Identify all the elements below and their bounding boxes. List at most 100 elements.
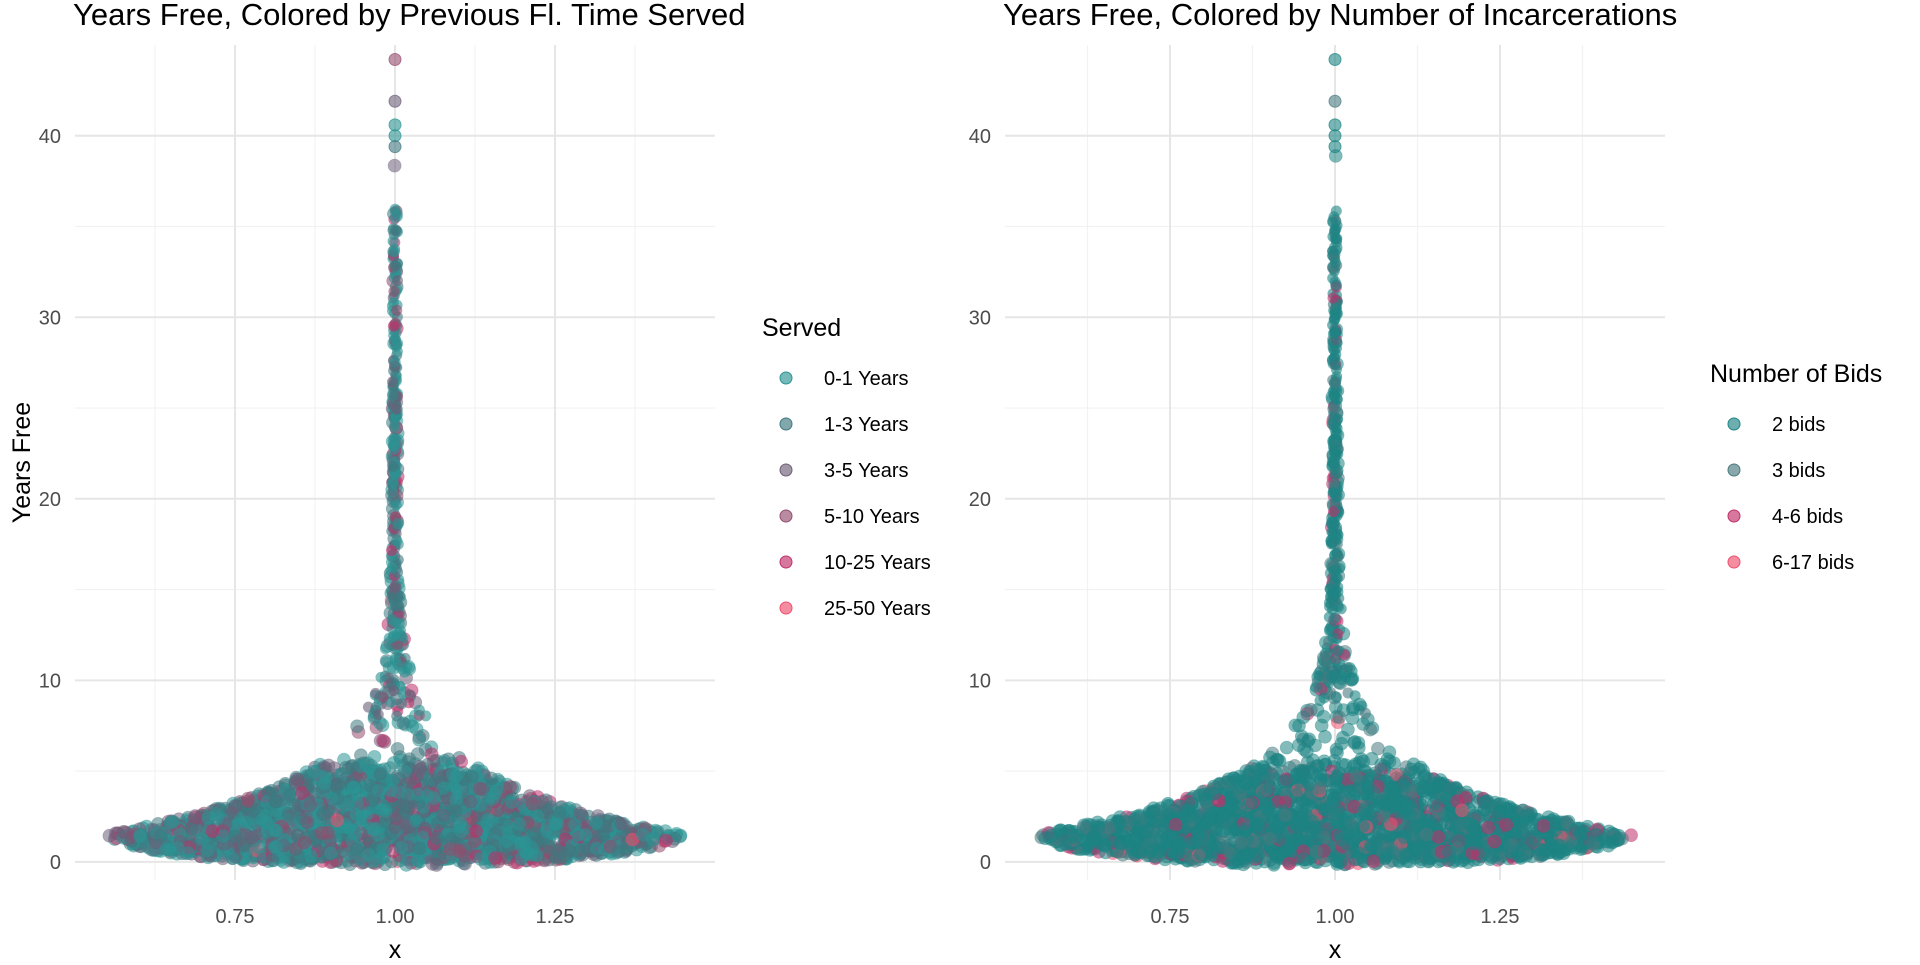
- scatter-point: [160, 843, 173, 856]
- scatter-point: [410, 723, 423, 736]
- scatter-point: [559, 849, 572, 862]
- x-tick-label: 0.75: [216, 906, 255, 928]
- scatter-point: [392, 338, 403, 349]
- legend-key: [780, 510, 792, 522]
- y-tick-label: 40: [39, 126, 61, 148]
- scatter-point: [526, 797, 539, 810]
- scatter-point: [381, 656, 392, 667]
- scatter-point: [387, 562, 398, 573]
- scatter-point: [579, 829, 592, 842]
- scatter-point: [185, 823, 198, 836]
- scatter-point: [455, 755, 468, 768]
- x-tick-label: 1.00: [376, 906, 415, 928]
- scatter-point: [233, 816, 246, 829]
- legend-key: [780, 556, 792, 568]
- chart-title: Years Free, Colored by Previous Fl. Time…: [73, 0, 746, 32]
- scatter-point: [388, 685, 399, 696]
- scatter-point: [182, 847, 195, 860]
- scatter-point: [513, 818, 526, 831]
- scatter-point: [293, 850, 306, 863]
- scatter-point: [590, 817, 603, 830]
- scatter-point: [1355, 753, 1368, 766]
- legend-label: 25-50 Years: [824, 598, 931, 620]
- scatter-point-top: [389, 95, 401, 107]
- scatter-point: [500, 835, 513, 848]
- scatter-point: [370, 688, 381, 699]
- scatter-point: [397, 798, 410, 811]
- scatter-point: [388, 461, 399, 472]
- scatter-point: [388, 159, 401, 172]
- scatter-point: [539, 794, 552, 807]
- legend-label: 3-5 Years: [824, 460, 909, 482]
- scatter-point: [392, 593, 403, 604]
- scatter-point: [237, 839, 250, 852]
- scatter-point: [489, 852, 502, 865]
- scatter-point: [389, 582, 400, 593]
- scatter-point: [389, 421, 400, 432]
- scatter-points: [1035, 54, 1638, 872]
- scatter-point: [1304, 703, 1317, 716]
- scatter-point: [103, 829, 116, 842]
- scatter-point: [660, 834, 673, 847]
- scatter-point: [476, 783, 489, 796]
- scatter-point: [399, 667, 410, 678]
- scatter-point: [304, 850, 317, 863]
- scatter-point: [352, 788, 365, 801]
- scatter-point: [189, 810, 202, 823]
- x-axis-label: x: [389, 936, 402, 960]
- scatter-point: [430, 859, 443, 872]
- scatter-point: [283, 788, 296, 801]
- scatter-point: [395, 842, 408, 855]
- scatter-point: [315, 827, 328, 840]
- scatter-point: [308, 765, 321, 778]
- scatter-point: [298, 836, 311, 849]
- scatter-point: [449, 770, 462, 783]
- scatter-point: [394, 618, 405, 629]
- scatter-point: [590, 842, 603, 855]
- scatter-point: [201, 844, 214, 857]
- scatter-point: [386, 545, 397, 556]
- scatter-point: [304, 799, 317, 812]
- scatter-point: [359, 758, 372, 771]
- legend-key: [780, 418, 792, 430]
- scatter-point: [392, 275, 403, 286]
- scatter-point: [377, 734, 390, 747]
- scatter-point: [400, 858, 413, 871]
- scatter-point: [391, 499, 402, 510]
- scatter-point: [504, 780, 517, 793]
- scatter-point: [387, 487, 398, 498]
- scatter-point: [1331, 746, 1344, 759]
- scatter-point-top: [389, 130, 401, 142]
- scatter-point: [431, 817, 444, 830]
- scatter-point: [325, 847, 338, 860]
- scatter-point: [387, 376, 398, 387]
- scatter-point: [282, 807, 295, 820]
- scatter-point: [241, 795, 254, 808]
- scatter-point: [597, 828, 610, 841]
- scatter-point: [612, 845, 625, 858]
- scatter-point: [206, 825, 219, 838]
- scatter-point: [491, 804, 504, 817]
- scatter-point: [390, 213, 401, 224]
- scatter-point: [470, 825, 483, 838]
- scatter-point: [453, 845, 466, 858]
- scatter-point: [296, 787, 309, 800]
- scatter-point: [386, 774, 399, 787]
- scatter-point: [427, 755, 440, 768]
- scatter-point: [317, 807, 330, 820]
- y-tick-label: 20: [39, 489, 61, 511]
- scatter-point: [647, 833, 660, 846]
- scatter-point: [421, 789, 434, 802]
- scatter-point: [301, 816, 314, 829]
- scatter-point: [373, 709, 384, 720]
- scatter-point: [331, 814, 344, 827]
- scatter-point: [351, 720, 364, 733]
- scatter-point: [1280, 741, 1293, 754]
- scatter-point: [269, 824, 282, 837]
- scatter-point: [389, 246, 400, 257]
- scatter-point: [423, 773, 436, 786]
- scatter-point: [350, 843, 363, 856]
- legend-label: 0-1 Years: [824, 368, 909, 390]
- scatter-point: [1352, 736, 1365, 749]
